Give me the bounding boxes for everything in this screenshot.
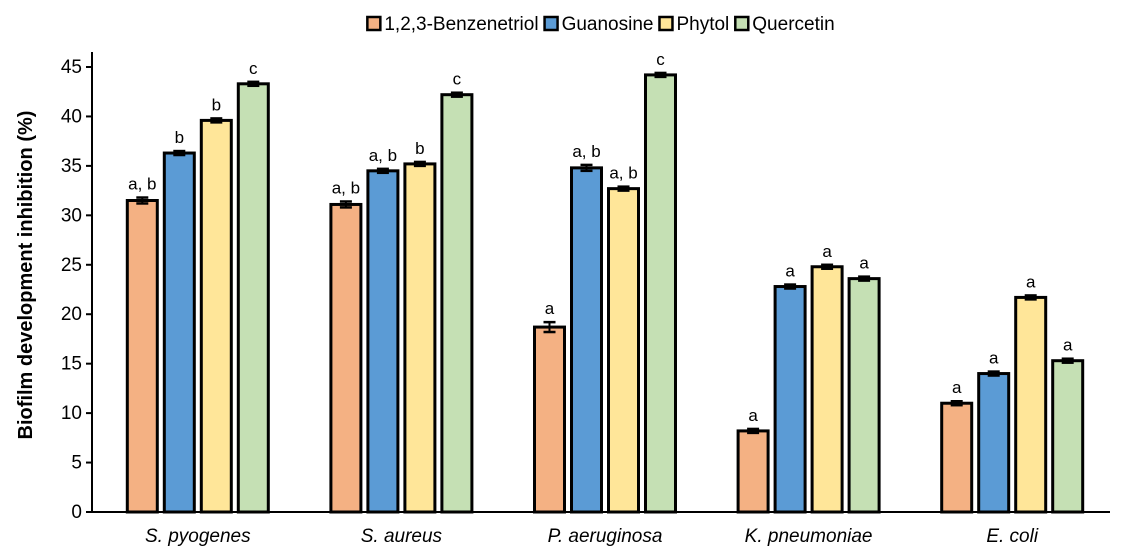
significance-label: a, b [128, 175, 156, 194]
y-tick-label: 35 [61, 156, 82, 177]
y-tick-label: 20 [61, 304, 82, 325]
bar [236, 82, 270, 514]
y-tick-label: 40 [61, 106, 82, 127]
legend-item: Guanosine [543, 14, 654, 35]
bar [773, 285, 807, 514]
legend-swatch [366, 15, 382, 32]
category-label: P. aeruginosa [548, 526, 663, 547]
significance-label: a [545, 299, 555, 318]
bar [607, 187, 640, 514]
legend-swatch [658, 15, 674, 32]
significance-label: a [822, 242, 832, 261]
bar [403, 162, 437, 514]
bar [533, 325, 566, 514]
significance-label: a [1063, 336, 1073, 355]
significance-label: a, b [609, 164, 637, 183]
category-label: E. coli [986, 526, 1039, 547]
y-tick-label: 30 [61, 205, 82, 226]
y-tick-label: 45 [61, 57, 82, 78]
legend-item: Phytol [658, 14, 729, 35]
significance-label: b [415, 139, 424, 158]
bar [199, 118, 233, 514]
legend-item: 1,2,3-Benzenetriol [366, 14, 539, 35]
bar [810, 265, 844, 514]
y-tick-label: 10 [61, 403, 82, 424]
category-label: S. aureus [361, 526, 443, 547]
category-label: S. pyogenes [145, 526, 251, 547]
significance-label: a, b [572, 142, 600, 161]
significance-label: a [989, 349, 999, 368]
y-axis-label: Biofilm development inhibition (%) [15, 111, 37, 440]
bar [440, 93, 474, 514]
bar [847, 277, 881, 514]
bar [570, 166, 603, 514]
bar [125, 199, 159, 514]
significance-label: c [453, 70, 462, 89]
y-tick-label: 5 [71, 453, 82, 474]
y-axis-ticks: 0 5 10 15 20 25 30 35 40 45 [61, 57, 92, 523]
significance-label: a, b [332, 178, 360, 197]
legend-label: Quercetin [752, 14, 834, 35]
category-labels: S. pyogenes S. aureus P. aeruginosa K. pneu… [145, 526, 1039, 547]
bar [977, 372, 1011, 514]
significance-label: a [859, 254, 869, 273]
legend-label: 1,2,3-Benzenetriol [384, 14, 538, 35]
significance-label: a [748, 406, 758, 425]
category-label: K. pneumoniae [745, 526, 873, 547]
legend-swatch [543, 15, 559, 32]
significance-label: a [1026, 272, 1036, 291]
y-tick-label: 0 [71, 502, 82, 523]
significance-label: a [952, 378, 962, 397]
significance-label: c [249, 59, 258, 78]
bar [366, 169, 400, 514]
significance-label: b [212, 95, 221, 114]
bar [736, 429, 770, 514]
legend-label: Guanosine [562, 14, 654, 35]
y-tick-label: 15 [61, 354, 82, 375]
y-tick-label: 25 [61, 255, 82, 276]
bar [1051, 359, 1085, 514]
bar [644, 73, 677, 514]
bar [1014, 295, 1048, 514]
significance-label: c [656, 50, 665, 69]
legend-item: Quercetin [734, 14, 835, 35]
legend-swatch [734, 15, 750, 32]
significance-label: a [785, 262, 795, 281]
significance-label: b [175, 128, 184, 147]
legend: 1,2,3-Benzenetriol Guanosine Phytol Quercet… [366, 14, 835, 35]
bar [162, 151, 196, 514]
bar [940, 401, 974, 514]
legend-label: Phytol [676, 14, 729, 35]
bar [329, 202, 363, 514]
significance-label: a, b [369, 146, 397, 165]
bars: a, b b b c a, b a, b b c a a, b a, b c a a a a a a a a [125, 50, 1085, 514]
